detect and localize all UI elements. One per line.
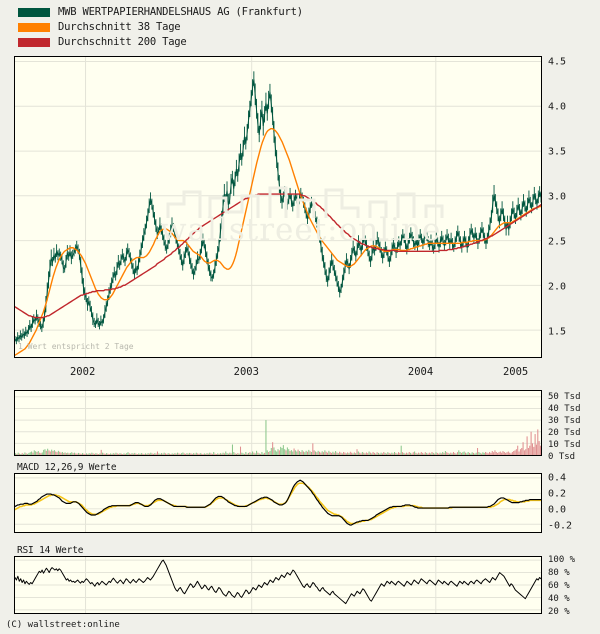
price-x-tick: 2004 [407,366,434,378]
macd-title: MACD 12,26,9 Werte [17,462,117,473]
volume-y-tick: 10 Tsd [548,440,581,450]
price-chart-panel[interactable] [14,56,542,358]
legend-item-ma38: Durchschnitt 38 Tage [18,21,303,34]
volume-y-tick: 40 Tsd [548,404,581,414]
rsi-chart-canvas [15,557,541,613]
volume-y-tick: 20 Tsd [548,428,581,438]
macd-y-tick: 0.4 [548,472,567,484]
rsi-y-tick: 20 % [548,606,570,617]
price-chart-note: 1 Wert entspricht 2 Tage [18,342,134,351]
volume-y-tick: 30 Tsd [548,416,581,426]
volume-chart-panel[interactable] [14,390,542,456]
price-x-tick: 2002 [69,366,96,378]
price-y-tick: 4.5 [548,56,567,67]
legend-swatch-ma38 [18,23,50,32]
legend-label-ma200: Durchschnitt 200 Tage [58,36,187,48]
price-y-tick: 1.5 [548,326,567,338]
price-y-tick: 3.5 [548,146,567,158]
price-y-tick: 4.0 [548,101,567,113]
macd-chart-panel[interactable] [14,473,542,533]
legend-swatch-ma200 [18,38,50,47]
copyright-text: (C) wallstreet:online [6,620,120,630]
legend-item-price: MWB WERTPAPIERHANDELSHAUS AG (Frankfurt) [18,6,303,19]
macd-chart-canvas [15,474,541,532]
rsi-y-tick: 60 % [548,581,570,591]
chart-legend: MWB WERTPAPIERHANDELSHAUS AG (Frankfurt)… [18,6,303,51]
rsi-y-tick: 40 % [548,593,570,604]
volume-y-tick: 0 Tsd [548,452,576,462]
rsi-y-tick: 80 % [548,568,570,579]
price-y-tick: 2.5 [548,236,567,248]
rsi-chart-panel[interactable] [14,556,542,614]
rsi-title: RSI 14 Werte [17,545,84,556]
macd-y-tick: -0.2 [548,520,573,532]
legend-label-ma38: Durchschnitt 38 Tage [58,21,181,33]
volume-chart-canvas [15,391,541,455]
price-x-tick: 2003 [233,366,259,378]
legend-swatch-price [18,8,50,17]
legend-item-ma200: Durchschnitt 200 Tage [18,36,303,49]
price-y-tick: 3.0 [548,191,567,203]
legend-label-price: MWB WERTPAPIERHANDELSHAUS AG (Frankfurt) [58,6,303,18]
price-x-tick: 2005 [502,366,529,378]
volume-y-tick: 50 Tsd [548,392,581,402]
macd-y-tick: 0.0 [548,504,567,516]
price-chart-canvas [15,57,541,357]
rsi-y-tick: 100 % [548,555,576,566]
macd-y-tick: 0.2 [548,488,567,500]
price-y-tick: 2.0 [548,281,567,293]
